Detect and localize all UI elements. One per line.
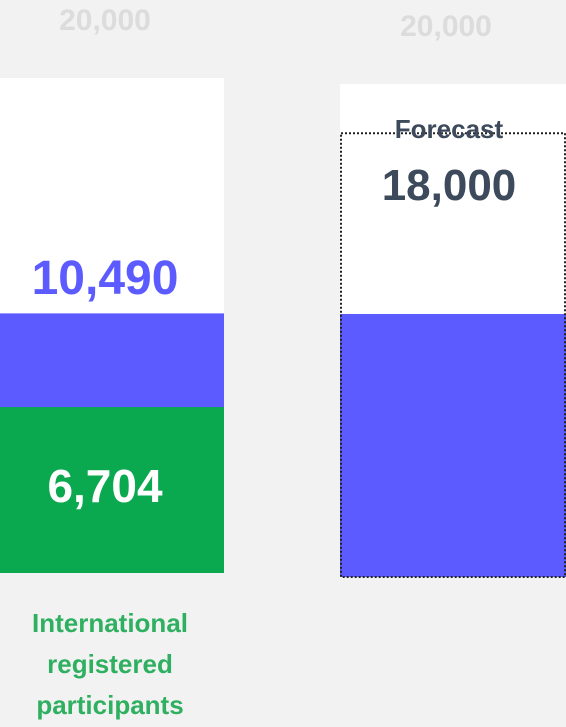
forecast-value: 18,000 <box>382 161 517 210</box>
capacity-label: 20,000 <box>59 4 151 37</box>
value-label: 6,704 <box>47 460 163 512</box>
forecast-label: Forecast <box>395 114 504 144</box>
capacity-label: 20,000 <box>400 10 492 43</box>
forecast-box <box>340 132 566 579</box>
bar <box>340 313 566 577</box>
category-label: International registered participants <box>32 608 188 720</box>
value-label: 10,490 <box>32 252 179 305</box>
bar <box>0 407 224 573</box>
